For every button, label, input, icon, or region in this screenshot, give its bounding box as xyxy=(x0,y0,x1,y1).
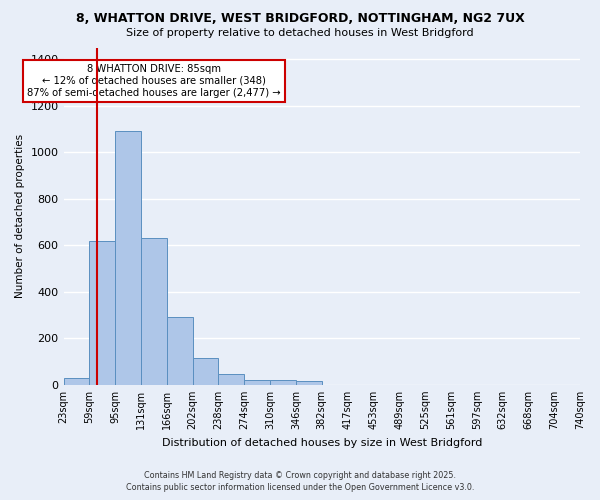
Bar xyxy=(193,358,218,385)
Y-axis label: Number of detached properties: Number of detached properties xyxy=(15,134,25,298)
Bar xyxy=(115,131,141,385)
Bar xyxy=(296,382,322,385)
Bar xyxy=(141,238,167,385)
Text: Size of property relative to detached houses in West Bridgford: Size of property relative to detached ho… xyxy=(126,28,474,38)
Bar xyxy=(218,374,244,385)
Text: Contains HM Land Registry data © Crown copyright and database right 2025.
Contai: Contains HM Land Registry data © Crown c… xyxy=(126,471,474,492)
X-axis label: Distribution of detached houses by size in West Bridgford: Distribution of detached houses by size … xyxy=(161,438,482,448)
Bar xyxy=(167,318,193,385)
Bar xyxy=(244,380,270,385)
Text: 8, WHATTON DRIVE, WEST BRIDGFORD, NOTTINGHAM, NG2 7UX: 8, WHATTON DRIVE, WEST BRIDGFORD, NOTTIN… xyxy=(76,12,524,26)
Bar xyxy=(64,378,89,385)
Bar xyxy=(89,240,115,385)
Bar xyxy=(270,380,296,385)
Text: 8 WHATTON DRIVE: 85sqm
← 12% of detached houses are smaller (348)
87% of semi-de: 8 WHATTON DRIVE: 85sqm ← 12% of detached… xyxy=(27,64,281,98)
